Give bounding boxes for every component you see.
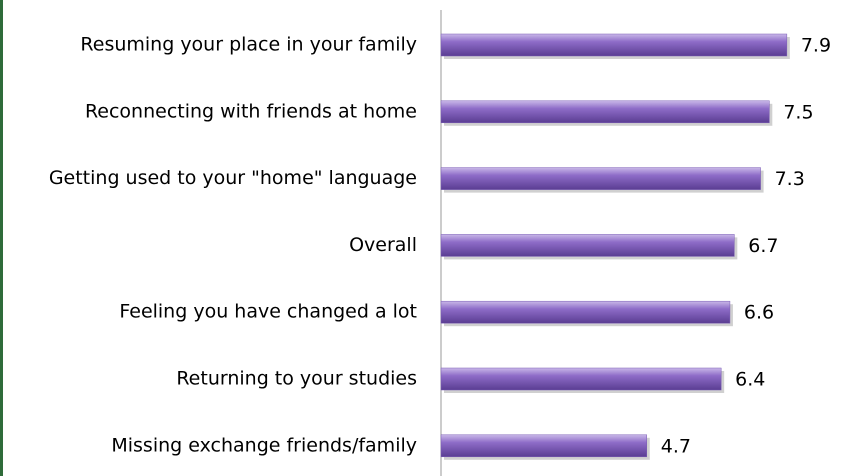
value-label: 4.7 xyxy=(661,435,691,457)
bar xyxy=(440,300,731,324)
value-label: 6.4 xyxy=(735,369,765,391)
bar xyxy=(440,434,648,458)
value-label: 7.5 xyxy=(783,101,813,123)
category-label: Returning to your studies xyxy=(176,368,417,390)
category-label: Feeling you have changed a lot xyxy=(119,301,417,323)
category-label: Resuming your place in your family xyxy=(80,34,417,56)
bar xyxy=(440,33,788,57)
frame-edge xyxy=(0,0,3,476)
bar xyxy=(440,100,770,124)
value-label: 7.9 xyxy=(801,35,831,57)
bar xyxy=(440,167,761,190)
bar xyxy=(440,367,722,391)
value-label: 6.7 xyxy=(748,235,778,257)
category-label: Getting used to your "home" language xyxy=(49,167,417,189)
category-label: Overall xyxy=(349,234,417,256)
category-label: Missing exchange friends/family xyxy=(111,434,417,456)
value-label: 7.3 xyxy=(775,168,805,190)
bar xyxy=(440,234,735,257)
category-label: Reconnecting with friends at home xyxy=(85,100,417,122)
value-label: 6.6 xyxy=(744,302,774,324)
